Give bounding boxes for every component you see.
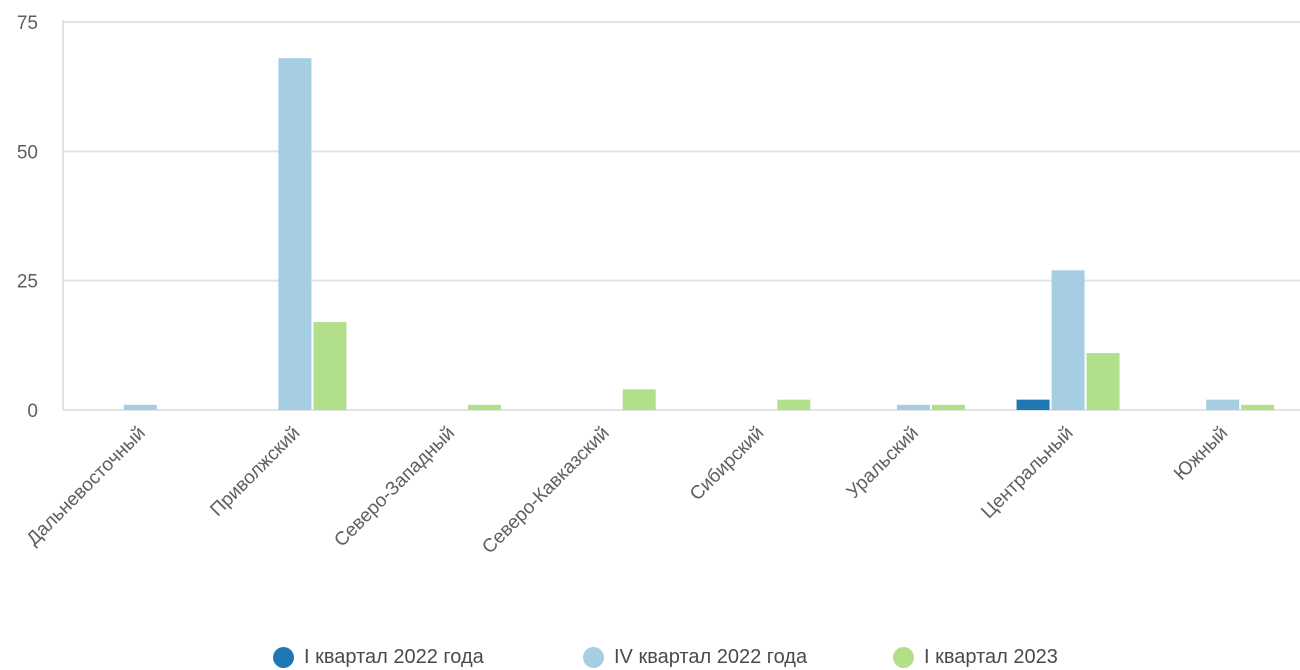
y-tick-label: 25 [17, 272, 38, 293]
bar [777, 399, 811, 410]
x-axis-ticks: Дальневосточный Приволжский Северо-Западны… [23, 423, 1232, 558]
legend: I квартал 2022 года IV квартал 2022 года I… [0, 644, 1300, 670]
y-axis-ticks: 0 25 50 75 [17, 13, 38, 422]
bar [123, 404, 157, 410]
bar [278, 58, 312, 411]
bar [468, 404, 502, 410]
x-tick-label: Дальневосточный [23, 423, 150, 550]
x-tick-label: Северо-Кавказский [478, 423, 613, 558]
legend-label: I квартал 2022 года [304, 646, 484, 668]
legend-marker-icon [893, 646, 914, 668]
x-tick-label: Центральный [977, 423, 1077, 523]
bars [123, 58, 1275, 411]
bar [1206, 399, 1240, 410]
legend-marker-icon [273, 646, 294, 668]
y-tick-label: 50 [17, 142, 38, 163]
bar [1051, 270, 1085, 410]
legend-label: I квартал 2023 [924, 646, 1058, 668]
legend-label: IV квартал 2022 года [614, 646, 808, 668]
bar [896, 404, 930, 410]
bar [313, 322, 347, 410]
legend-item[interactable]: I квартал 2022 года [273, 644, 484, 670]
bar [622, 389, 656, 410]
legend-item[interactable]: I квартал 2023 [893, 644, 1058, 670]
bar [1241, 404, 1275, 410]
bar [931, 404, 965, 410]
gridlines [62, 20, 1300, 411]
x-tick-label: Уральский [843, 423, 923, 503]
bar [1086, 353, 1120, 410]
legend-item[interactable]: IV квартал 2022 года [583, 644, 807, 670]
x-tick-label: Приволжский [206, 423, 304, 521]
bar [1016, 399, 1050, 410]
x-tick-label: Сибирский [686, 423, 768, 505]
bar-chart: 0 25 50 75 Дальневосточный Приволжский Северо… [17, 13, 1300, 558]
y-tick-label: 75 [17, 13, 38, 34]
x-tick-label: Северо-Западный [330, 423, 459, 552]
x-tick-label: Южный [1170, 423, 1232, 485]
legend-marker-icon [583, 646, 604, 668]
y-tick-label: 0 [27, 401, 38, 422]
